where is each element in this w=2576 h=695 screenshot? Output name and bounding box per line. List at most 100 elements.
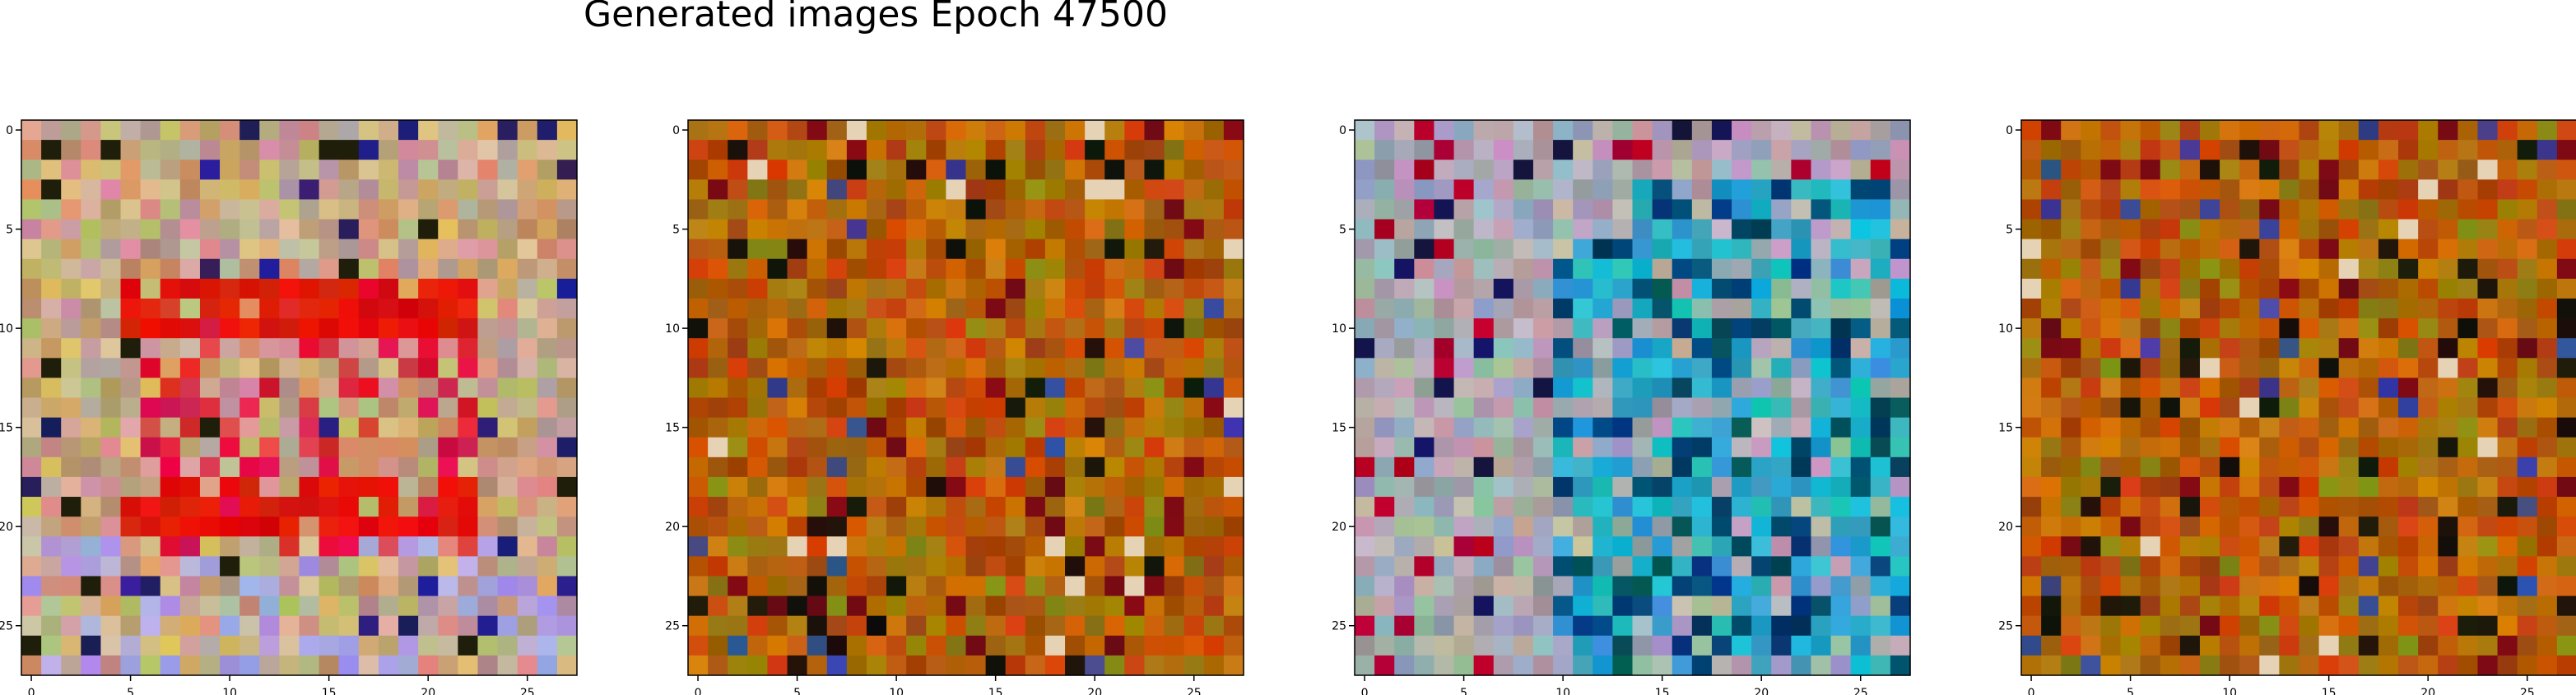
- pixel-cell: [1493, 417, 1514, 438]
- pixel-cell: [1434, 358, 1455, 378]
- pixel-cell: [2438, 358, 2458, 378]
- pixel-cell: [985, 160, 1007, 180]
- pixel-cell: [517, 179, 538, 201]
- pixel-cell: [1355, 358, 1375, 378]
- pixel-cell: [2398, 378, 2419, 399]
- pixel-cell: [140, 476, 161, 498]
- pixel-cell: [1164, 635, 1185, 656]
- pixel-cell: [259, 456, 280, 478]
- pixel-cell: [787, 576, 808, 597]
- pixel-cell: [1183, 556, 1205, 577]
- pixel-cell: [886, 140, 907, 160]
- pixel-cell: [2199, 397, 2220, 419]
- pixel-cell: [1532, 437, 1554, 458]
- pixel-cell: [1183, 476, 1205, 498]
- pixel-cell: [1672, 655, 1693, 676]
- pixel-cell: [41, 199, 62, 220]
- pixel-cell: [1025, 437, 1046, 458]
- pixel-cell: [1870, 655, 1891, 676]
- pixel-cell: [2338, 635, 2360, 656]
- pixel-cell: [1632, 140, 1653, 160]
- pixel-cell: [1414, 278, 1435, 299]
- pixel-cell: [2021, 517, 2042, 537]
- pixel-cell: [239, 120, 260, 141]
- pixel-cell: [1691, 318, 1713, 339]
- pixel-cell: [2140, 456, 2161, 478]
- pixel-cell: [1203, 258, 1225, 280]
- pixel-cell: [1513, 160, 1534, 180]
- pixel-cell: [358, 556, 379, 577]
- pixel-cell: [2418, 160, 2439, 180]
- pixel-cell: [1652, 576, 1673, 597]
- pixel-cell: [2239, 258, 2260, 280]
- pixel-cell: [1870, 417, 1891, 438]
- pixel-cell: [2457, 258, 2479, 280]
- pixel-cell: [299, 417, 320, 438]
- pixel-cell: [2299, 576, 2320, 597]
- pixel-cell: [438, 258, 458, 280]
- pixel-cell: [160, 298, 181, 319]
- pixel-cell: [826, 199, 848, 220]
- pixel-cell: [1532, 318, 1554, 339]
- pixel-cell: [1044, 517, 1066, 537]
- pixel-cell: [1513, 595, 1534, 617]
- pixel-cell: [199, 595, 221, 617]
- pixel-cell: [1044, 160, 1066, 180]
- pixel-cell: [2220, 219, 2240, 240]
- pixel-cell: [2021, 655, 2042, 676]
- pixel-cell: [688, 497, 709, 517]
- pixel-cell: [787, 338, 808, 359]
- pixel-cell: [239, 456, 260, 478]
- pixel-cell: [1164, 239, 1185, 260]
- pixel-cell: [239, 378, 260, 399]
- pixel-cell: [1573, 358, 1593, 378]
- pixel-cell: [199, 417, 221, 438]
- pixel-cell: [2220, 476, 2240, 498]
- pixel-cell: [1850, 199, 1872, 220]
- pixel-cell: [120, 120, 142, 141]
- pixel-cell: [787, 258, 808, 280]
- pixel-cell: [2358, 476, 2379, 498]
- pixel-cell: [220, 298, 240, 319]
- pixel-cell: [2220, 615, 2240, 637]
- pixel-cell: [1711, 497, 1732, 517]
- pixel-cell: [2497, 437, 2518, 458]
- pixel-cell: [985, 595, 1007, 617]
- pixel-cell: [2517, 278, 2538, 299]
- pixel-cell: [199, 179, 221, 201]
- pixel-cell: [1473, 140, 1495, 160]
- pixel-cell: [299, 258, 320, 280]
- pixel-cell: [1493, 258, 1514, 280]
- pixel-cell: [946, 576, 967, 597]
- pixel-cell: [1732, 536, 1752, 557]
- pixel-cell: [1223, 635, 1244, 656]
- pixel-cell: [1183, 615, 1205, 637]
- pixel-cell: [1005, 338, 1026, 359]
- pixel-cell: [2239, 239, 2260, 260]
- pixel-cell: [1652, 219, 1673, 240]
- pixel-cell: [2199, 298, 2220, 319]
- pixel-cell: [1025, 595, 1046, 617]
- pixel-cell: [866, 456, 887, 478]
- pixel-cell: [2438, 517, 2458, 537]
- pixel-cell: [1870, 576, 1891, 597]
- pixel-cell: [418, 199, 439, 220]
- pixel-cell: [537, 576, 558, 597]
- pixel-cell: [299, 615, 320, 637]
- pixel-cell: [2477, 497, 2499, 517]
- pixel-cell: [1453, 120, 1475, 141]
- pixel-cell: [1065, 160, 1086, 180]
- pixel-cell: [2279, 397, 2300, 419]
- pixel-cell: [2100, 517, 2122, 537]
- pixel-cell: [2517, 318, 2538, 339]
- pixel-cell: [2318, 179, 2340, 201]
- pixel-cell: [2259, 517, 2280, 537]
- pixel-cell: [1573, 556, 1593, 577]
- pixel-cell: [556, 318, 578, 339]
- pixel-cell: [1732, 497, 1752, 517]
- pixel-cell: [906, 219, 927, 240]
- pixel-cell: [1414, 120, 1435, 141]
- pixel-cell: [2318, 358, 2340, 378]
- pixel-cell: [846, 219, 867, 240]
- pixel-cell: [1791, 179, 1812, 201]
